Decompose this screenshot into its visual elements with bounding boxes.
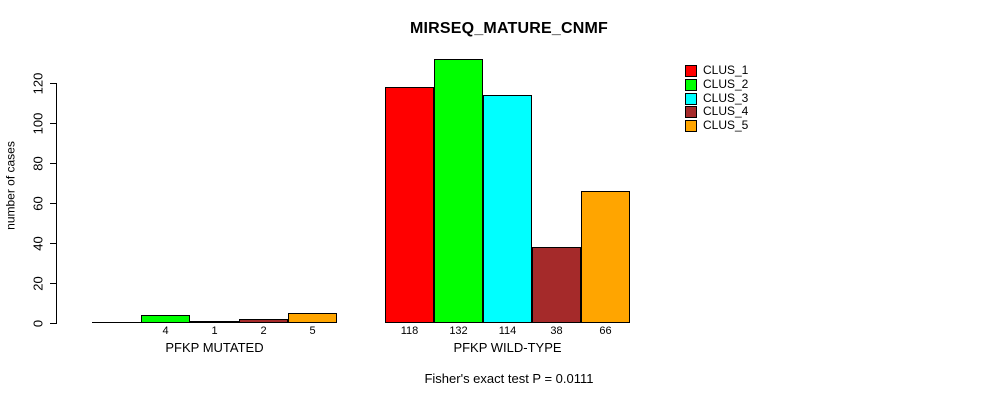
legend-color-swatch [685,106,697,119]
bar-clus_3 [483,95,532,323]
legend-item-label: CLUS_3 [703,90,749,105]
y-axis-tick [50,203,57,204]
bar-value-label: 4 [162,325,169,337]
legend-color-swatch [685,92,697,105]
bar-value-label: 118 [400,325,419,337]
bar-clus_1 [92,322,141,323]
bar-clus_4 [239,319,288,323]
bar-clus_2 [141,315,190,323]
y-axis-tick [50,83,57,84]
fisher-test-annotation: Fisher's exact test P = 0.0111 [424,371,594,386]
bar-value-label: 66 [599,325,612,337]
x-group-label: PFKP MUTATED [165,340,264,355]
bar-value-label: 1 [211,325,218,337]
bar-clus_3 [190,321,239,323]
bar-clus_5 [581,191,630,323]
bar-value-label: 114 [498,325,517,337]
legend-color-swatch [685,78,697,91]
legend-item-label: CLUS_1 [703,63,749,77]
x-group-label: PFKP WILD-TYPE [453,340,562,355]
bar-value-label: 2 [260,325,267,337]
y-axis-tick [50,283,57,284]
legend-item-label: CLUS_4 [703,104,749,119]
bar-clus_1 [385,87,434,323]
bar-clus_5 [288,313,337,323]
bar-value-label: 5 [309,325,316,337]
legend-item-label: CLUS_2 [703,76,749,91]
y-axis-tick [50,163,57,164]
y-axis-tick [50,123,57,124]
y-axis-tick [50,243,57,244]
bar-value-label: 132 [449,325,468,337]
bar-clus_4 [532,247,581,323]
chart-title: MIRSEQ_MATURE_CNMF [410,20,608,37]
legend-color-swatch [685,65,697,77]
bar-clus_2 [434,59,483,323]
legend-color-swatch [685,120,697,132]
bar-value-label: 38 [550,325,563,337]
legend-item-label: CLUS_5 [703,118,749,132]
y-axis-tick [50,323,57,324]
